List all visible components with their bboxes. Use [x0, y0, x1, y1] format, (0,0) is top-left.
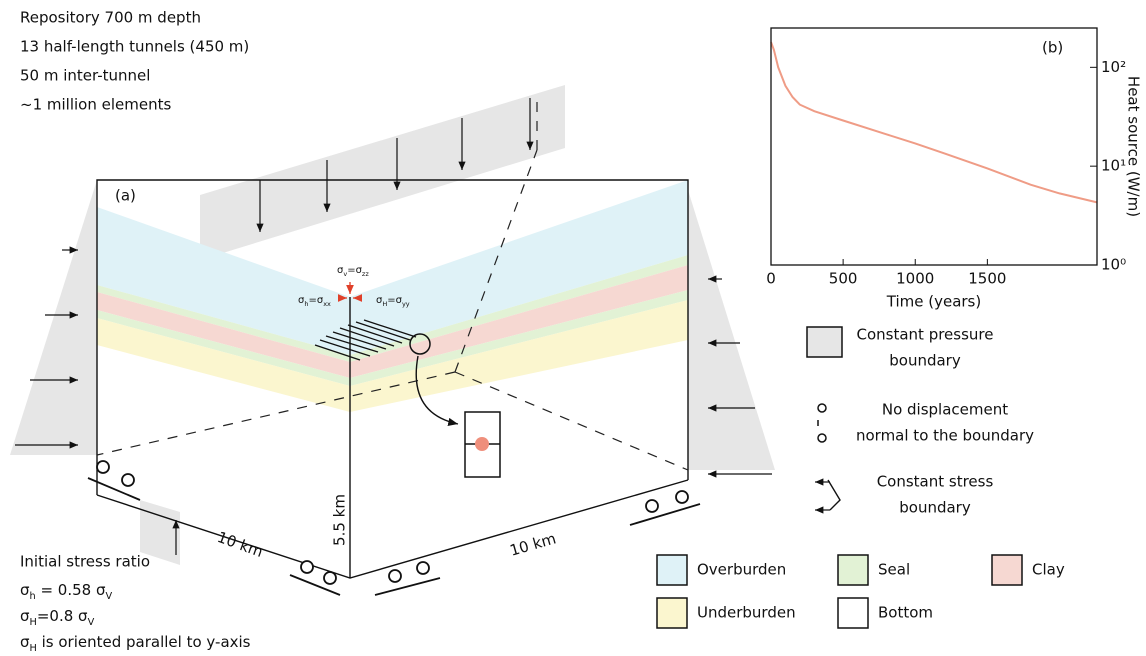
text-part: h [30, 591, 36, 602]
legend-label: Seal [878, 561, 910, 579]
legend-label: Constant pressure [857, 326, 994, 344]
data-line [770, 41, 1098, 204]
text-part: v [343, 270, 347, 278]
legend-swatch [837, 597, 869, 629]
right-boundary [688, 190, 775, 470]
tunnels [314, 319, 417, 361]
text-part: H [382, 300, 387, 308]
legend-label: No displacement [882, 401, 1008, 419]
legend-stress-icon [815, 478, 841, 514]
text-part: σ [337, 265, 344, 276]
legend-swatch [656, 597, 688, 629]
heat-source-chart: 0 500 1000 1500 10⁰ 10¹ 10² (b) Time (years) Heat… [766, 27, 1143, 311]
bottom-boundary [140, 500, 180, 565]
text-part: =0.8 σ [37, 607, 88, 625]
stress-ratio-line: σh = 0.58 σV [20, 581, 112, 602]
legend-label: Constant stress [877, 473, 994, 491]
x-tick-label: 1500 [968, 270, 1006, 288]
y-tick-label: 10¹ [1101, 157, 1126, 175]
annotation-line: 13 half-length tunnels (450 m) [20, 38, 249, 56]
text-part: zz [362, 270, 369, 278]
x-tick-label: 0 [766, 270, 776, 288]
clay-band [97, 265, 688, 378]
text-part: =σ [347, 265, 362, 276]
y-tick-label: 10² [1101, 58, 1126, 76]
text-part: = 0.58 σ [36, 581, 106, 599]
layers [97, 180, 688, 412]
x-tick-label: 1000 [896, 270, 934, 288]
x-tick-label: 500 [829, 270, 858, 288]
annotations: Repository 700 m depth 13 half-length tun… [20, 9, 1065, 654]
detail-circle [409, 333, 431, 355]
text-part: σ [20, 581, 30, 599]
legend-swatch [837, 554, 869, 586]
text-part: σ [20, 607, 30, 625]
detail-arrow [415, 355, 459, 427]
annotation-line: 50 m inter-tunnel [20, 67, 150, 85]
legend-label: Bottom [878, 604, 933, 622]
rollers [87, 460, 701, 596]
text-part: xx [323, 300, 331, 308]
stress-label: σH=σyy [376, 295, 410, 308]
legend-swatch [991, 554, 1023, 586]
dimension-label: 10 km [508, 529, 558, 559]
box-edge [96, 479, 689, 579]
panel-label: (a) [115, 187, 136, 205]
x-axis-label: Time (years) [886, 293, 981, 311]
top-boundary [200, 85, 565, 260]
text-part: σ [298, 295, 305, 306]
legend-label: Clay [1032, 561, 1065, 579]
legend-label: Overburden [697, 561, 786, 579]
text-part: h [304, 300, 308, 308]
text-part: H [30, 617, 37, 628]
text-part: H [30, 643, 37, 654]
stress-label: σh=σxx [298, 295, 331, 308]
overburden-band [97, 180, 688, 355]
legend-label: normal to the boundary [856, 427, 1034, 445]
annotation-line: ~1 million elements [20, 96, 171, 114]
stress-ratio-title: Initial stress ratio [20, 553, 150, 571]
text-part: =σ [387, 295, 402, 306]
stress-ratio-line: σH=0.8 σV [20, 607, 95, 628]
legend-roller-icon [817, 403, 827, 443]
plot-frame [770, 27, 1098, 266]
legend-swatch [656, 554, 688, 586]
text-part: V [88, 617, 95, 628]
dimension-label: 5.5 km [331, 494, 349, 546]
hidden-edge [454, 149, 538, 373]
dimension-label: 10 km [215, 528, 265, 561]
legend-pressure-icon [806, 326, 843, 358]
y-axis-label: Heat source (W/m) [1125, 76, 1143, 217]
annotation-line: Repository 700 m depth [20, 9, 201, 27]
legend-label: Underburden [697, 604, 796, 622]
text-part: σ [376, 295, 383, 306]
left-boundary [10, 180, 97, 455]
text-part: σ [20, 633, 30, 651]
stress-ratio-line: σH is oriented parallel to y-axis [20, 633, 251, 654]
load-arrows [15, 98, 772, 555]
text-part: V [105, 591, 112, 602]
stress-symbol [337, 282, 363, 302]
underburden-band [97, 300, 688, 412]
text-part: yy [402, 300, 410, 308]
y-tick-label: 10⁰ [1101, 256, 1126, 274]
hidden-edge [96, 371, 456, 456]
box-edge [96, 179, 689, 495]
stress-label: σv=σzz [337, 265, 369, 278]
detail-box [464, 411, 501, 478]
text-part: is oriented parallel to y-axis [37, 633, 251, 651]
legend-label: boundary [889, 352, 961, 370]
hidden-edge [454, 371, 689, 471]
legend-label: boundary [899, 499, 971, 517]
panel-label: (b) [1042, 39, 1063, 57]
text-part: =σ [308, 295, 323, 306]
